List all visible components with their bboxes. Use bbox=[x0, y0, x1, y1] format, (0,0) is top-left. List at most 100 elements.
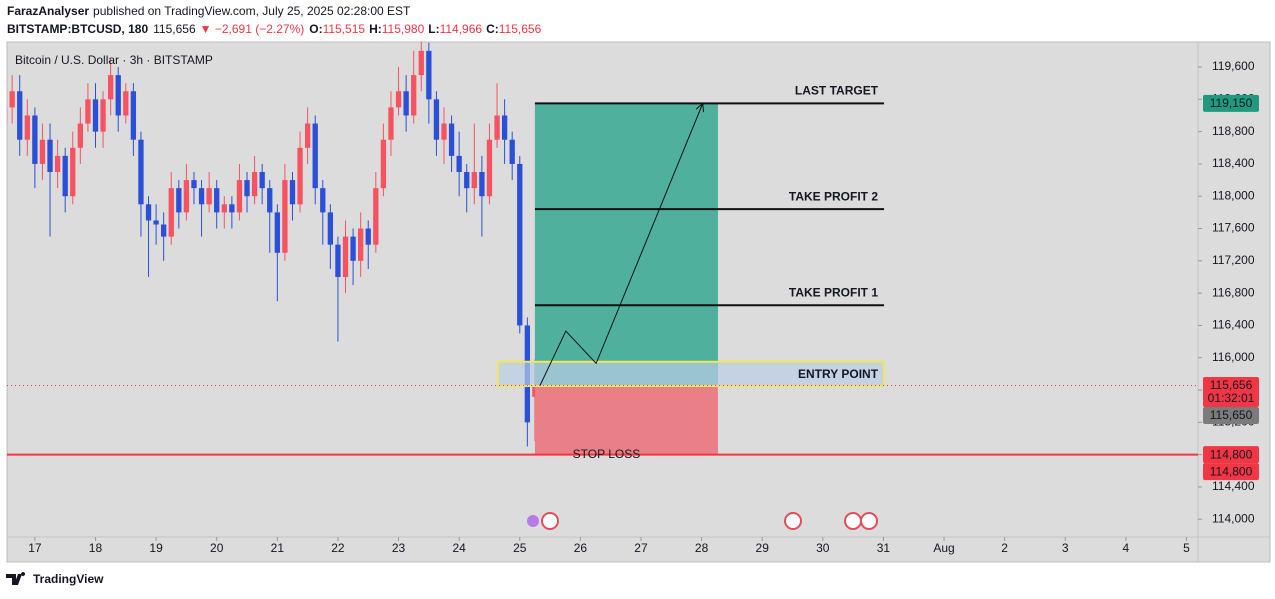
candle-body bbox=[176, 188, 182, 213]
x-tick-label: 24 bbox=[452, 541, 466, 555]
candle-body bbox=[206, 188, 212, 205]
x-tick-label: Aug bbox=[933, 541, 954, 555]
x-tick-label: 26 bbox=[574, 541, 588, 555]
projection-path bbox=[539, 103, 703, 387]
price-badge bbox=[1203, 446, 1259, 464]
candle-body bbox=[456, 155, 462, 173]
candle-body bbox=[39, 139, 46, 164]
event-icon bbox=[860, 512, 878, 530]
countdown: 01:32:01 bbox=[1208, 391, 1255, 405]
candle-body bbox=[320, 188, 326, 213]
x-tick-label: 25 bbox=[513, 541, 527, 555]
y-tick-label: 118,800 bbox=[1212, 124, 1255, 138]
price-badge-label: 115,650 bbox=[1210, 408, 1253, 422]
candle-body bbox=[198, 188, 205, 205]
candle-body bbox=[24, 115, 30, 140]
candle-body bbox=[161, 224, 167, 237]
candle-body bbox=[494, 115, 500, 140]
candle-body bbox=[358, 228, 364, 261]
x-tick-label: 22 bbox=[331, 541, 345, 555]
candle-body bbox=[62, 155, 68, 197]
logo-mark bbox=[6, 572, 26, 585]
candle-body bbox=[289, 180, 296, 205]
price-badge-label: 114,800 bbox=[1210, 464, 1253, 478]
candle-body bbox=[145, 204, 152, 221]
candle-body bbox=[312, 123, 318, 189]
event-icons bbox=[527, 512, 878, 530]
x-tick-label: 5 bbox=[1183, 541, 1190, 555]
candle-body bbox=[448, 123, 455, 156]
ohlc-key: L: bbox=[428, 22, 439, 36]
candle-body bbox=[107, 75, 114, 100]
ohlc-value: 115,980 bbox=[382, 22, 425, 36]
candle-body bbox=[229, 204, 235, 213]
y-tick-label: 117,600 bbox=[1212, 221, 1255, 235]
x-tick-label: 19 bbox=[149, 541, 163, 555]
y-tick-label: 117,200 bbox=[1212, 253, 1255, 267]
candle-body bbox=[297, 147, 303, 205]
candle-body bbox=[267, 188, 273, 213]
ohlc-value: 115,656 bbox=[499, 22, 542, 36]
candle-body bbox=[304, 123, 311, 148]
entry-label: ENTRY POINT bbox=[798, 367, 879, 381]
x-tick-label: 3 bbox=[1062, 541, 1069, 555]
x-tick-label: 27 bbox=[634, 541, 648, 555]
candle-body bbox=[433, 99, 440, 140]
ohlc-key: O: bbox=[309, 22, 322, 36]
x-tick-label: 23 bbox=[392, 541, 406, 555]
plot: ENTRY POINT LAST TARGET TAKE PROFIT 2 TAKE … bbox=[7, 42, 1198, 461]
x-tick-label: 28 bbox=[695, 541, 709, 555]
footer-logo: TradingView bbox=[33, 572, 104, 586]
candle-body bbox=[327, 212, 334, 245]
chart-title: Bitcoin / U.S. Dollar · 3h · BITSTAMP bbox=[15, 53, 213, 67]
candle-body bbox=[418, 50, 424, 76]
level-label: TAKE PROFIT 2 bbox=[789, 189, 878, 203]
candle-body bbox=[259, 172, 265, 189]
candle-body bbox=[342, 236, 349, 277]
event-icon bbox=[784, 512, 802, 530]
candle-body bbox=[47, 139, 53, 173]
ohlc-key: H: bbox=[369, 22, 382, 36]
y-tick-label: 116,000 bbox=[1212, 350, 1255, 364]
candle-body bbox=[70, 147, 76, 197]
y-tick-label: 119,600 bbox=[1212, 59, 1255, 73]
y-tick-label: 116,400 bbox=[1212, 318, 1255, 332]
x-tick-label: 21 bbox=[271, 541, 285, 555]
y-tick-label: 116,800 bbox=[1212, 285, 1255, 299]
event-icon bbox=[527, 515, 539, 527]
entry-zone bbox=[497, 360, 886, 387]
candle-body bbox=[168, 188, 174, 237]
ohlc-key: C: bbox=[486, 22, 499, 36]
candle-body bbox=[403, 91, 409, 116]
candle-body bbox=[153, 220, 159, 225]
symbol: BITSTAMP:BTCUSD, 180 bbox=[7, 22, 148, 36]
level-label: LAST TARGET bbox=[795, 84, 879, 98]
event-icon bbox=[844, 512, 862, 530]
candle-body bbox=[395, 91, 402, 108]
candle-body bbox=[464, 172, 470, 189]
axes: 114,000114,400114,800115,200115,600116,0… bbox=[28, 59, 1259, 555]
ohlc-value: 114,966 bbox=[440, 22, 483, 36]
candle-body bbox=[7, 107, 8, 124]
candle-body bbox=[115, 75, 121, 116]
candle-body bbox=[214, 188, 220, 213]
candle-body bbox=[17, 91, 23, 140]
y-tick-label: 114,000 bbox=[1212, 511, 1255, 525]
candle-body bbox=[388, 107, 394, 140]
candle-body bbox=[380, 139, 387, 189]
candle-body bbox=[138, 139, 144, 205]
x-tick-label: 30 bbox=[816, 541, 830, 555]
candle-body bbox=[274, 212, 280, 253]
stop-label: STOP LOSS bbox=[573, 447, 641, 461]
candle-body bbox=[92, 99, 99, 132]
candle-body bbox=[509, 139, 515, 164]
candle-body bbox=[32, 115, 38, 164]
y-tick-label: 118,400 bbox=[1212, 156, 1255, 170]
candle-body bbox=[183, 180, 190, 213]
header-publish: FarazAnalyser published on TradingView.co… bbox=[7, 4, 411, 18]
candle-body bbox=[244, 180, 250, 197]
candle-body bbox=[426, 50, 432, 100]
candle-body bbox=[221, 204, 227, 213]
price-badge-label: 115,656 bbox=[1210, 378, 1253, 392]
